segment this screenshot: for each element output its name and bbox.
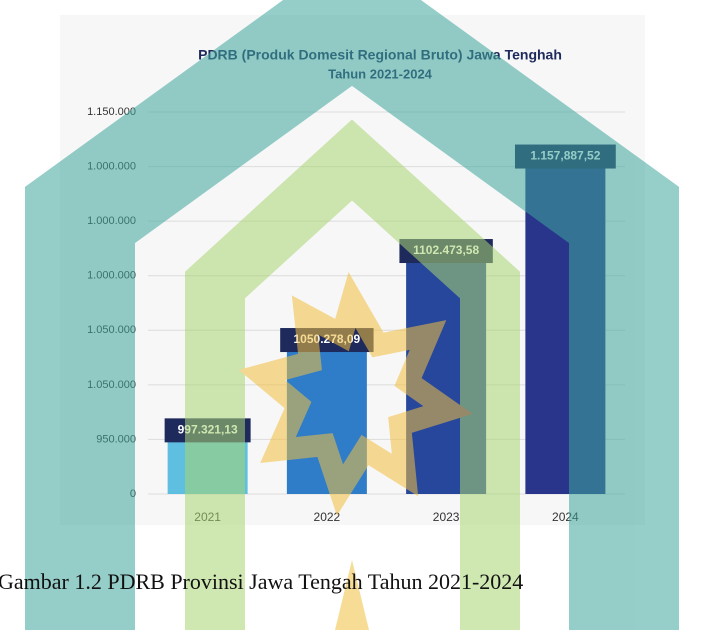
chart-title: PDRB (Produk Domesit Regional Bruto) Jaw… [198, 47, 562, 63]
figure-caption: Gambar 1.2 PDRB Provinsi Jawa Tengah Tah… [0, 569, 523, 594]
y-tick-label: 1.050.000 [87, 324, 136, 336]
bar [525, 157, 605, 494]
y-tick-label: 1.150.000 [87, 106, 136, 118]
value-label: 997.321,13 [178, 423, 238, 437]
y-tick-label: 1.000.000 [87, 160, 136, 172]
x-tick-label: 2022 [314, 510, 341, 524]
y-tick-label: 0 [130, 488, 136, 500]
chart: PDRB (Produk Domesit Regional Bruto) Jaw… [0, 0, 703, 630]
value-label: 1050.278,09 [294, 332, 361, 346]
bar [287, 340, 367, 494]
y-tick-label: 950.000 [96, 433, 136, 445]
chart-subtitle: Tahun 2021-2024 [328, 66, 433, 81]
value-label: 1102.473,58 [413, 243, 479, 257]
value-label: 1.157,887,52 [530, 149, 600, 163]
y-tick-label: 1.050.000 [87, 379, 136, 391]
y-tick-label: 1.000.000 [87, 270, 136, 282]
x-tick-label: 2023 [433, 510, 460, 524]
y-tick-label: 1.000.000 [87, 215, 136, 227]
x-tick-label: 2024 [552, 510, 579, 524]
page: PDRB (Produk Domesit Regional Bruto) Jaw… [0, 0, 703, 630]
x-tick-label: 2021 [194, 510, 221, 524]
bar [406, 251, 486, 494]
